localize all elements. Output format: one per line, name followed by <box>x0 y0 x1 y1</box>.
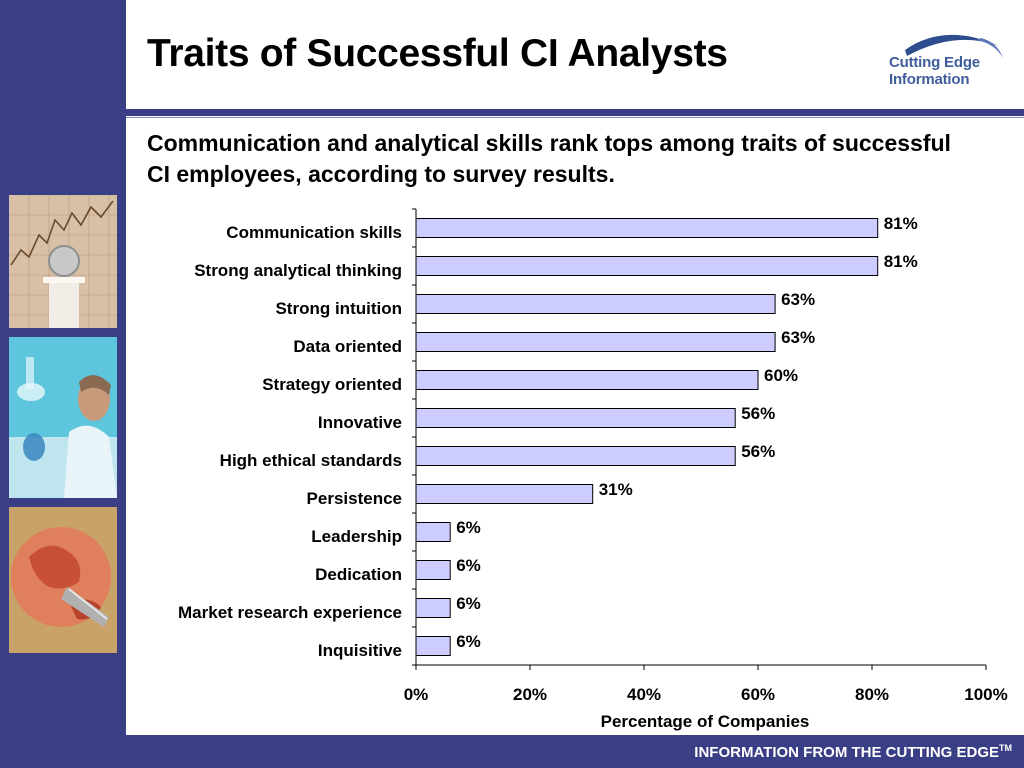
slide-subtitle: Communication and analytical skills rank… <box>147 130 951 187</box>
category-label: Strong analytical thinking <box>194 261 402 280</box>
x-tick-label: 0% <box>404 685 429 704</box>
x-tick-label: 20% <box>513 685 547 704</box>
bar-value-label: 81% <box>884 214 918 233</box>
bar <box>415 218 879 238</box>
bar <box>415 294 776 314</box>
category-label: Data oriented <box>293 337 402 356</box>
footer-text: INFORMATION FROM THE CUTTING EDGETM <box>694 743 1012 761</box>
category-label: Communication skills <box>226 223 402 242</box>
category-label: Market research experience <box>178 603 402 622</box>
x-tick-label: 80% <box>855 685 889 704</box>
company-logo: Cutting Edge Information <box>885 28 1010 92</box>
bar <box>415 522 451 542</box>
globe-image <box>9 507 117 653</box>
bar-value-label: 63% <box>781 328 815 347</box>
bar <box>415 446 736 466</box>
slide-title: Traits of Successful CI Analysts <box>147 32 728 75</box>
bar-value-label: 56% <box>741 442 775 461</box>
bar-value-label: 6% <box>456 632 481 651</box>
scientist-image <box>9 337 117 498</box>
category-label: Strategy oriented <box>262 375 402 394</box>
bar <box>415 484 594 504</box>
bar <box>415 370 759 390</box>
stock-chart-image <box>9 195 117 328</box>
bar-value-label: 60% <box>764 366 798 385</box>
x-tick-label: 60% <box>741 685 775 704</box>
x-tick-label: 100% <box>964 685 1007 704</box>
bar <box>415 560 451 580</box>
category-label: High ethical standards <box>220 451 402 470</box>
category-label: Strong intuition <box>275 299 402 318</box>
category-label: Innovative <box>318 413 402 432</box>
category-label: Inquisitive <box>318 641 402 660</box>
bar-value-label: 6% <box>456 594 481 613</box>
bar <box>415 636 451 656</box>
x-axis-title: Percentage of Companies <box>601 712 810 731</box>
logo-line1: Cutting Edge <box>889 54 980 71</box>
category-label: Dedication <box>315 565 402 584</box>
sidebar <box>0 0 126 768</box>
bar <box>415 256 879 276</box>
bar-value-label: 6% <box>456 518 481 537</box>
bar <box>415 598 451 618</box>
category-label: Leadership <box>311 527 402 546</box>
bar <box>415 408 736 428</box>
bar-chart: 0% 20% 40% 60% 80% 100% Percentage of Companie… <box>178 208 1008 731</box>
bar-value-label: 31% <box>599 480 633 499</box>
footer-bar: INFORMATION FROM THE CUTTING EDGETM <box>126 735 1024 768</box>
bar-value-label: 63% <box>781 290 815 309</box>
bar-value-label: 6% <box>456 556 481 575</box>
bar-value-label: 81% <box>884 252 918 271</box>
category-label: Persistence <box>307 489 402 508</box>
header-rule-thin <box>126 117 1024 118</box>
logo-swoosh-icon <box>905 34 1003 58</box>
bar-value-label: 56% <box>741 404 775 423</box>
header-rule <box>126 109 1024 116</box>
logo-line2: Information <box>889 71 970 88</box>
bar <box>415 332 776 352</box>
x-tick-label: 40% <box>627 685 661 704</box>
